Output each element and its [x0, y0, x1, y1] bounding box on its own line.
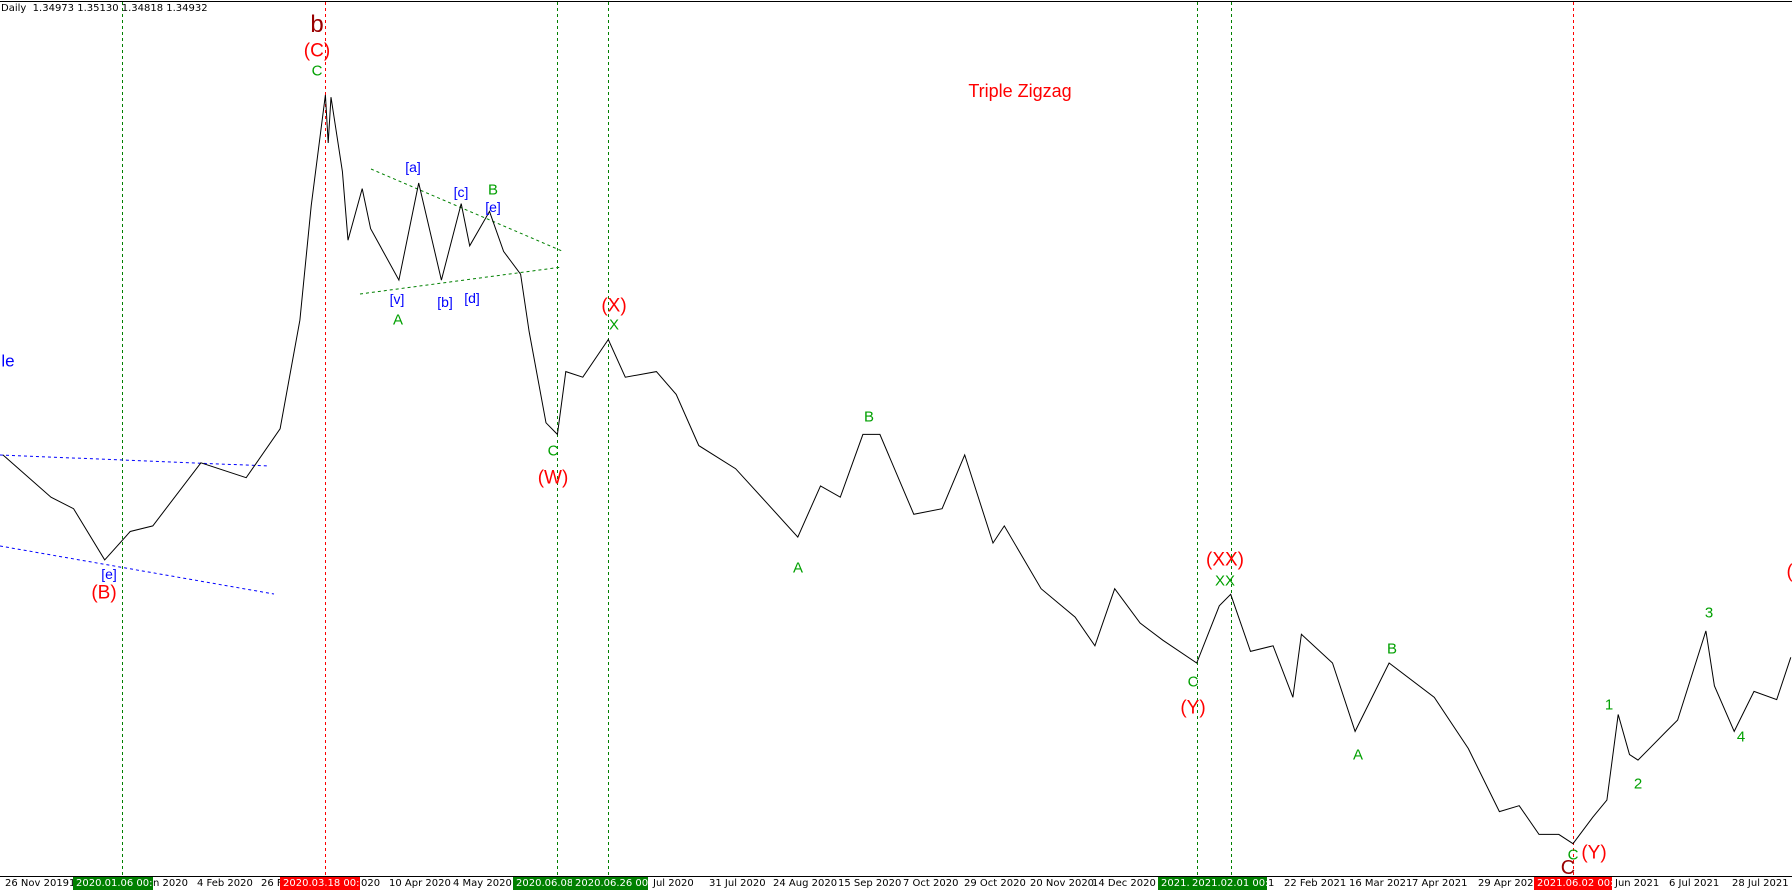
wave-label-e: [e] — [485, 199, 501, 215]
wave-label-c: [c] — [453, 184, 469, 200]
wave-label-4: 4 — [1736, 728, 1746, 746]
x-tick-label: 26 F — [261, 878, 283, 889]
vertical-marker-lines — [122, 2, 1574, 876]
wave-label-2: 2 — [1633, 775, 1643, 793]
x-tick-label: 20 Nov 2020 — [1030, 878, 1095, 889]
x-axis-marker-label: 2020.06.26 00:00 — [572, 877, 648, 890]
x-tick-label: n 2020 — [153, 878, 188, 889]
x-tick-label: Jul 2020 — [653, 878, 694, 889]
x-tick-label: 22 Feb 2021 — [1284, 878, 1347, 889]
wave-label-C: C — [1187, 673, 1199, 691]
x-tick-label: 1 — [69, 878, 75, 889]
x-tick-label: 4 May 2020 — [453, 878, 512, 889]
wave-label-C-green: C — [311, 62, 323, 80]
wave-label-C: C — [1567, 846, 1579, 864]
x-axis-marker-label: 2020.03.18 00:00 — [280, 877, 360, 890]
wave-label-v: [v] — [389, 291, 405, 307]
wave-label-3: 3 — [1704, 604, 1714, 622]
wave-label-B: B — [1386, 640, 1398, 658]
x-tick-label: 29 Apr 2021 — [1478, 878, 1540, 889]
x-tick-label: 29 Oct 2020 — [964, 878, 1026, 889]
x-tick-label: 14 Dec 2020 — [1092, 878, 1156, 889]
wave-label-b-sq: [b] — [437, 294, 453, 310]
wave-label-A: A — [1352, 746, 1364, 764]
x-tick-label: 1 — [1268, 878, 1275, 889]
wave-label-b: b — [310, 11, 324, 38]
ohlc-values: 1.34973 1.35130 1.34818 1.34932 — [32, 3, 208, 14]
green-triangle-upper — [370, 168, 563, 252]
x-tick-label: 26 Nov 2019 — [5, 878, 70, 889]
wave-label-B: B — [863, 408, 875, 426]
wave-label-W-red: (W) — [537, 467, 569, 489]
wave-label-B: B — [487, 181, 499, 199]
wave-label-Y-red: (Y) — [1180, 697, 1206, 719]
x-tick-label: 020 — [361, 878, 381, 889]
wave-label-d: [d] — [464, 290, 480, 306]
wave-label-B-red: (B) — [91, 582, 117, 604]
x-axis-marker-label: 2021.06.02 00:00 — [1534, 877, 1612, 890]
chart-title-annotation: Triple Zigzag — [968, 81, 1072, 101]
wave-label-XX-red: (XX) — [1206, 549, 1244, 571]
wave-label-C: C — [547, 442, 559, 460]
x-tick-label: 7 Oct 2020 — [903, 878, 959, 889]
green-triangle-lower — [359, 266, 563, 295]
wave-label-A: A — [392, 311, 404, 329]
x-tick-label: 24 Aug 2020 — [773, 878, 838, 889]
wave-label-Y-red: (Y) — [1581, 842, 1607, 864]
x-axis-marker-label: 2020.06.08 00:00 — [513, 877, 573, 890]
x-tick-label: 7 Apr 2021 — [1412, 878, 1468, 889]
chart-header: Daily 1.34973 1.35130 1.34818 1.34932 — [1, 3, 208, 14]
x-axis-marker-label: 2021.01. — [1158, 877, 1190, 890]
wave-label-A-red: (A — [1787, 563, 1792, 582]
cut-label: le — [1, 351, 15, 371]
x-tick-label: 10 Apr 2020 — [389, 878, 451, 889]
x-axis-marker-label: 2021.02.01 00:00 — [1189, 877, 1267, 890]
x-tick-label: 28 Jul 2021 — [1732, 878, 1789, 889]
blue-trendline-upper — [0, 454, 270, 467]
wave-label-C-red: (C) — [303, 40, 331, 62]
x-tick-label: 16 Mar 2021 — [1349, 878, 1413, 889]
x-tick-label: Jun 2021 — [1615, 878, 1660, 889]
price-line-series — [2, 94, 1792, 845]
timeframe: Daily — [1, 3, 27, 14]
wave-label-c-dark: C — [1560, 857, 1576, 879]
x-axis-marker-label: 2020.01.06 00:00 — [73, 877, 153, 890]
x-tick-label: 4 Feb 2020 — [197, 878, 253, 889]
x-tick-label: 31 Jul 2020 — [709, 878, 766, 889]
x-tick-label: 15 Sep 2020 — [838, 878, 902, 889]
wave-label-a: [a] — [405, 159, 421, 175]
blue-trendline-lower — [0, 545, 275, 595]
wave-label-X-red: (X) — [601, 295, 627, 317]
wave-label-A: A — [792, 559, 804, 577]
wave-label-X-green: X — [608, 316, 620, 334]
wave-label-e: [e] — [101, 566, 117, 582]
wave-label-1: 1 — [1604, 696, 1614, 714]
x-tick-label: 6 Jul 2021 — [1669, 878, 1720, 889]
wave-label-XX-green: XX — [1214, 572, 1236, 590]
